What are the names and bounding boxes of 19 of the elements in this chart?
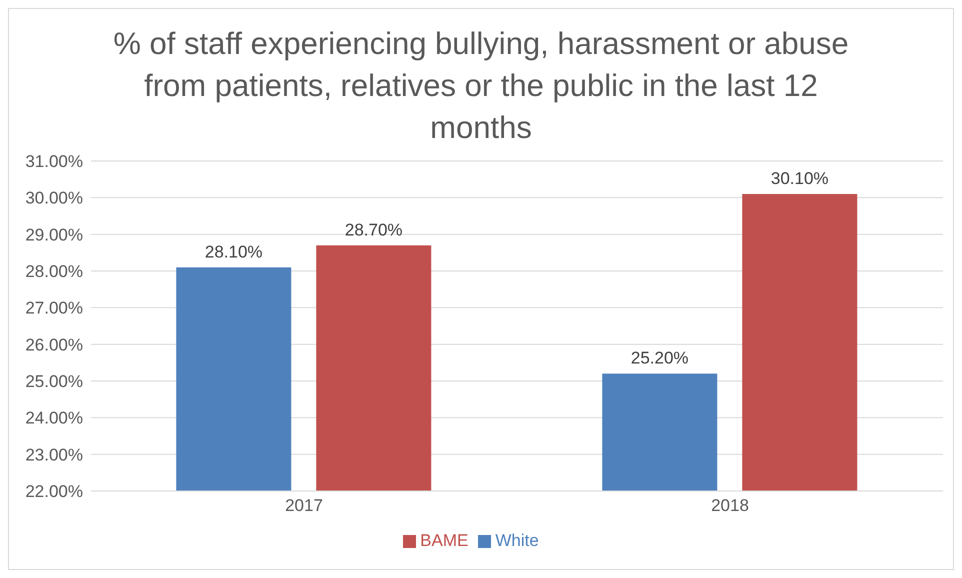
y-tick-label: 30.00% <box>25 188 83 208</box>
y-tick-label: 25.00% <box>25 372 83 392</box>
y-tick-label: 26.00% <box>25 335 83 354</box>
data-label: 28.10% <box>204 242 263 262</box>
x-tick-label: 2017 <box>285 496 323 516</box>
chart-title: % of staff experiencing bullying, harassment or abuse from patients, relatives or the public in the last 12 months <box>112 25 850 147</box>
y-tick-label: 28.00% <box>25 262 83 282</box>
y-tick-label: 24.00% <box>25 408 83 428</box>
legend-label: BAME <box>420 531 468 550</box>
data-label: 28.70% <box>344 220 403 240</box>
legend-label: White <box>495 531 539 550</box>
x-tick-label: 2018 <box>711 496 749 516</box>
data-label: 30.10% <box>770 169 829 188</box>
y-tick-label: 31.00% <box>25 152 83 172</box>
y-tick-label: 22.00% <box>25 482 83 502</box>
data-label: 25.20% <box>630 348 689 368</box>
y-tick-label: 27.00% <box>25 298 83 318</box>
y-tick-label: 29.00% <box>25 225 83 244</box>
y-tick-label: 23.00% <box>25 445 83 464</box>
